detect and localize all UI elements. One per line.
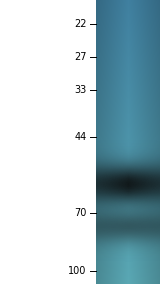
- Text: 44: 44: [74, 132, 86, 142]
- Text: 100: 100: [68, 266, 86, 276]
- Text: 33: 33: [74, 85, 86, 95]
- Text: 70: 70: [74, 208, 86, 218]
- Text: 22: 22: [74, 19, 86, 29]
- Text: 27: 27: [74, 53, 86, 62]
